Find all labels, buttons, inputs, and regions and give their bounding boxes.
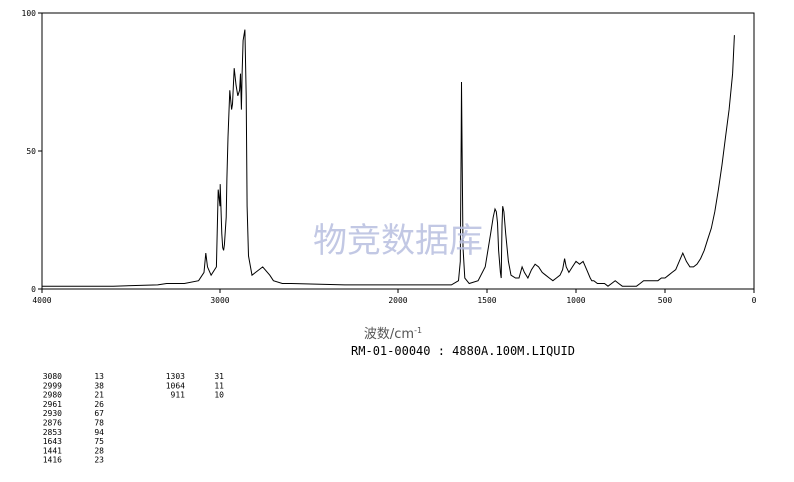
- peak-left-intensity-0: 13: [94, 372, 104, 381]
- y-axis-ticks: 0 50 100: [22, 9, 42, 294]
- peak-left-wavenumber-2: 2980: [43, 391, 62, 400]
- peak-left-wavenumber-9: 1416: [43, 456, 62, 465]
- y-tick-label-0: 0: [31, 285, 36, 294]
- peak-left-wavenumber-5: 2876: [43, 419, 62, 428]
- peak-right-wavenumber-0: 1303: [166, 372, 185, 381]
- peak-left-intensity-3: 26: [94, 400, 104, 409]
- peak-right-intensity-0: 31: [214, 372, 224, 381]
- peak-left-wavenumber-3: 2961: [43, 400, 62, 409]
- peak-left-intensity-1: 38: [94, 381, 104, 390]
- peak-left-intensity-6: 94: [94, 428, 104, 437]
- peak-left-intensity-5: 78: [94, 419, 104, 428]
- peak-left-wavenumber-6: 2853: [43, 428, 62, 437]
- x-tick-label-6: 0: [752, 296, 757, 305]
- watermark: 物竞数据库: [313, 221, 483, 261]
- peak-table-right: 1303 31 1064 11 911 10: [166, 372, 224, 400]
- x-axis-label: 波数/cm-1: [364, 326, 422, 342]
- chart-subtitle: RM-01-00040 : 4880A.100M.LIQUID: [351, 344, 575, 358]
- x-tick-label-5: 500: [658, 296, 673, 305]
- peak-left-intensity-9: 23: [94, 456, 104, 465]
- peak-right-intensity-1: 11: [214, 381, 224, 390]
- x-tick-label-3: 1500: [477, 296, 496, 305]
- peak-left-wavenumber-0: 3080: [43, 372, 62, 381]
- x-tick-label-2: 2000: [388, 296, 407, 305]
- peak-left-wavenumber-1: 2999: [43, 381, 62, 390]
- y-tick-label-1: 50: [26, 147, 36, 156]
- peak-right-intensity-2: 10: [214, 391, 224, 400]
- y-tick-label-2: 100: [22, 9, 37, 18]
- peak-left-wavenumber-8: 1441: [43, 446, 62, 455]
- peak-left-wavenumber-4: 2930: [43, 409, 62, 418]
- peak-left-wavenumber-7: 1643: [43, 437, 62, 446]
- x-tick-label-0: 4000: [32, 296, 51, 305]
- peak-right-wavenumber-2: 911: [171, 391, 186, 400]
- spectrum-line: [42, 29, 735, 287]
- peak-left-intensity-7: 75: [94, 437, 104, 446]
- peak-left-intensity-2: 21: [94, 391, 104, 400]
- x-tick-label-4: 1000: [566, 296, 585, 305]
- x-axis-ticks: 4000 3000 2000 1500 1000 500 0: [32, 289, 757, 305]
- peak-left-intensity-4: 67: [94, 409, 104, 418]
- peak-right-wavenumber-1: 1064: [166, 381, 185, 390]
- x-tick-label-1: 3000: [210, 296, 229, 305]
- peak-table-left: 3080 13 2999 38 2980 21 2961 26 2930 67 2876 78 2853…: [43, 372, 104, 465]
- peak-left-intensity-8: 28: [94, 446, 104, 455]
